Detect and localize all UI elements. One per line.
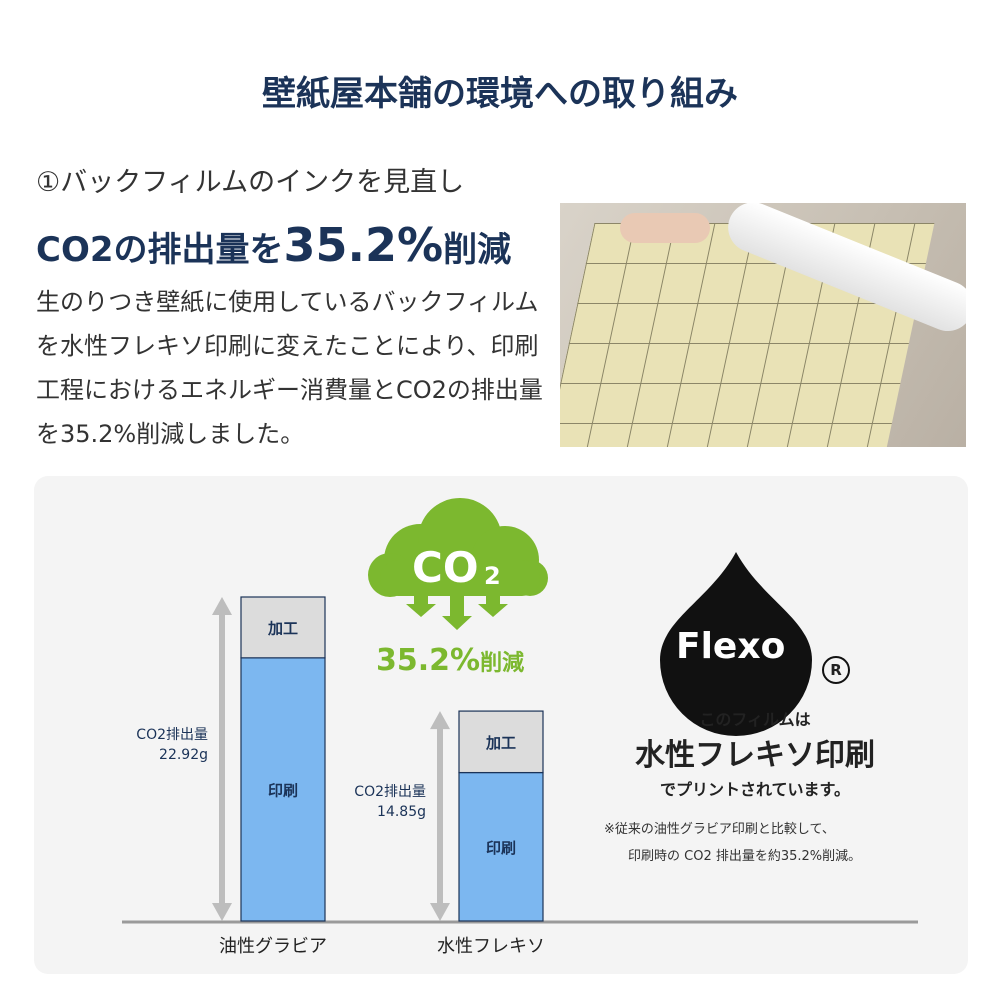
section-subtitle: ①バックフィルムのインクを見直し [36,167,465,198]
total-label-value: 14.85g [377,804,426,821]
bar-segment-print [458,771,544,922]
category-label: 水性フレキソ [437,936,545,957]
total-label: CO2排出量 22.92g [112,725,208,765]
segment-label: 加工 [267,619,298,637]
headline-value: 35.2% [283,218,444,272]
bar-segment-print [240,657,326,922]
cloud-text: CO [412,543,479,592]
total-label-value: 22.92g [159,747,208,763]
flexo-logo-text: Flexo [676,626,786,667]
flexo-line2: 水性フレキソ印刷 [635,738,875,773]
product-photo [560,203,966,447]
segment-label: 加工 [485,734,516,752]
section-body: 生のりつき壁紙に使用しているバックフィルムを水性フレキソ印刷に変えたことにより、… [36,288,543,448]
registered-mark: R [822,656,850,684]
total-arrow [212,597,232,921]
total-label-title: CO2排出量 [136,727,208,743]
note-line2: 印刷時の CO2 排出量を約35.2%削減。 [628,849,862,864]
total-arrow [430,711,450,921]
total-label-title: CO2排出量 [354,784,426,801]
page-title: 壁紙屋本舗の環境への取り組み [262,74,738,114]
bar-segment-process [240,596,326,659]
co2-cloud-icon: CO 2 [368,498,548,630]
flexo-line3: でプリントされています。 [660,780,850,799]
note-line1: ※従来の油性グラビア印刷と比較して、 [604,822,835,837]
segment-label: 印刷 [268,781,298,799]
ink-drop-icon [660,552,812,736]
headline-post: 削減 [443,230,512,270]
section-headline: CO2の排出量を35.2%削減 [36,218,511,272]
reduction-label: 35.2%削減 [376,643,525,678]
flexo-line1: このフィルムは [699,710,811,729]
cloud-sub: 2 [484,562,501,590]
total-label: CO2排出量 14.85g [330,782,426,822]
headline-pre: CO2の排出量を [36,230,284,270]
bar-segment-process [458,710,544,774]
category-label: 油性グラビア [219,936,327,957]
segment-label: 印刷 [486,839,516,857]
